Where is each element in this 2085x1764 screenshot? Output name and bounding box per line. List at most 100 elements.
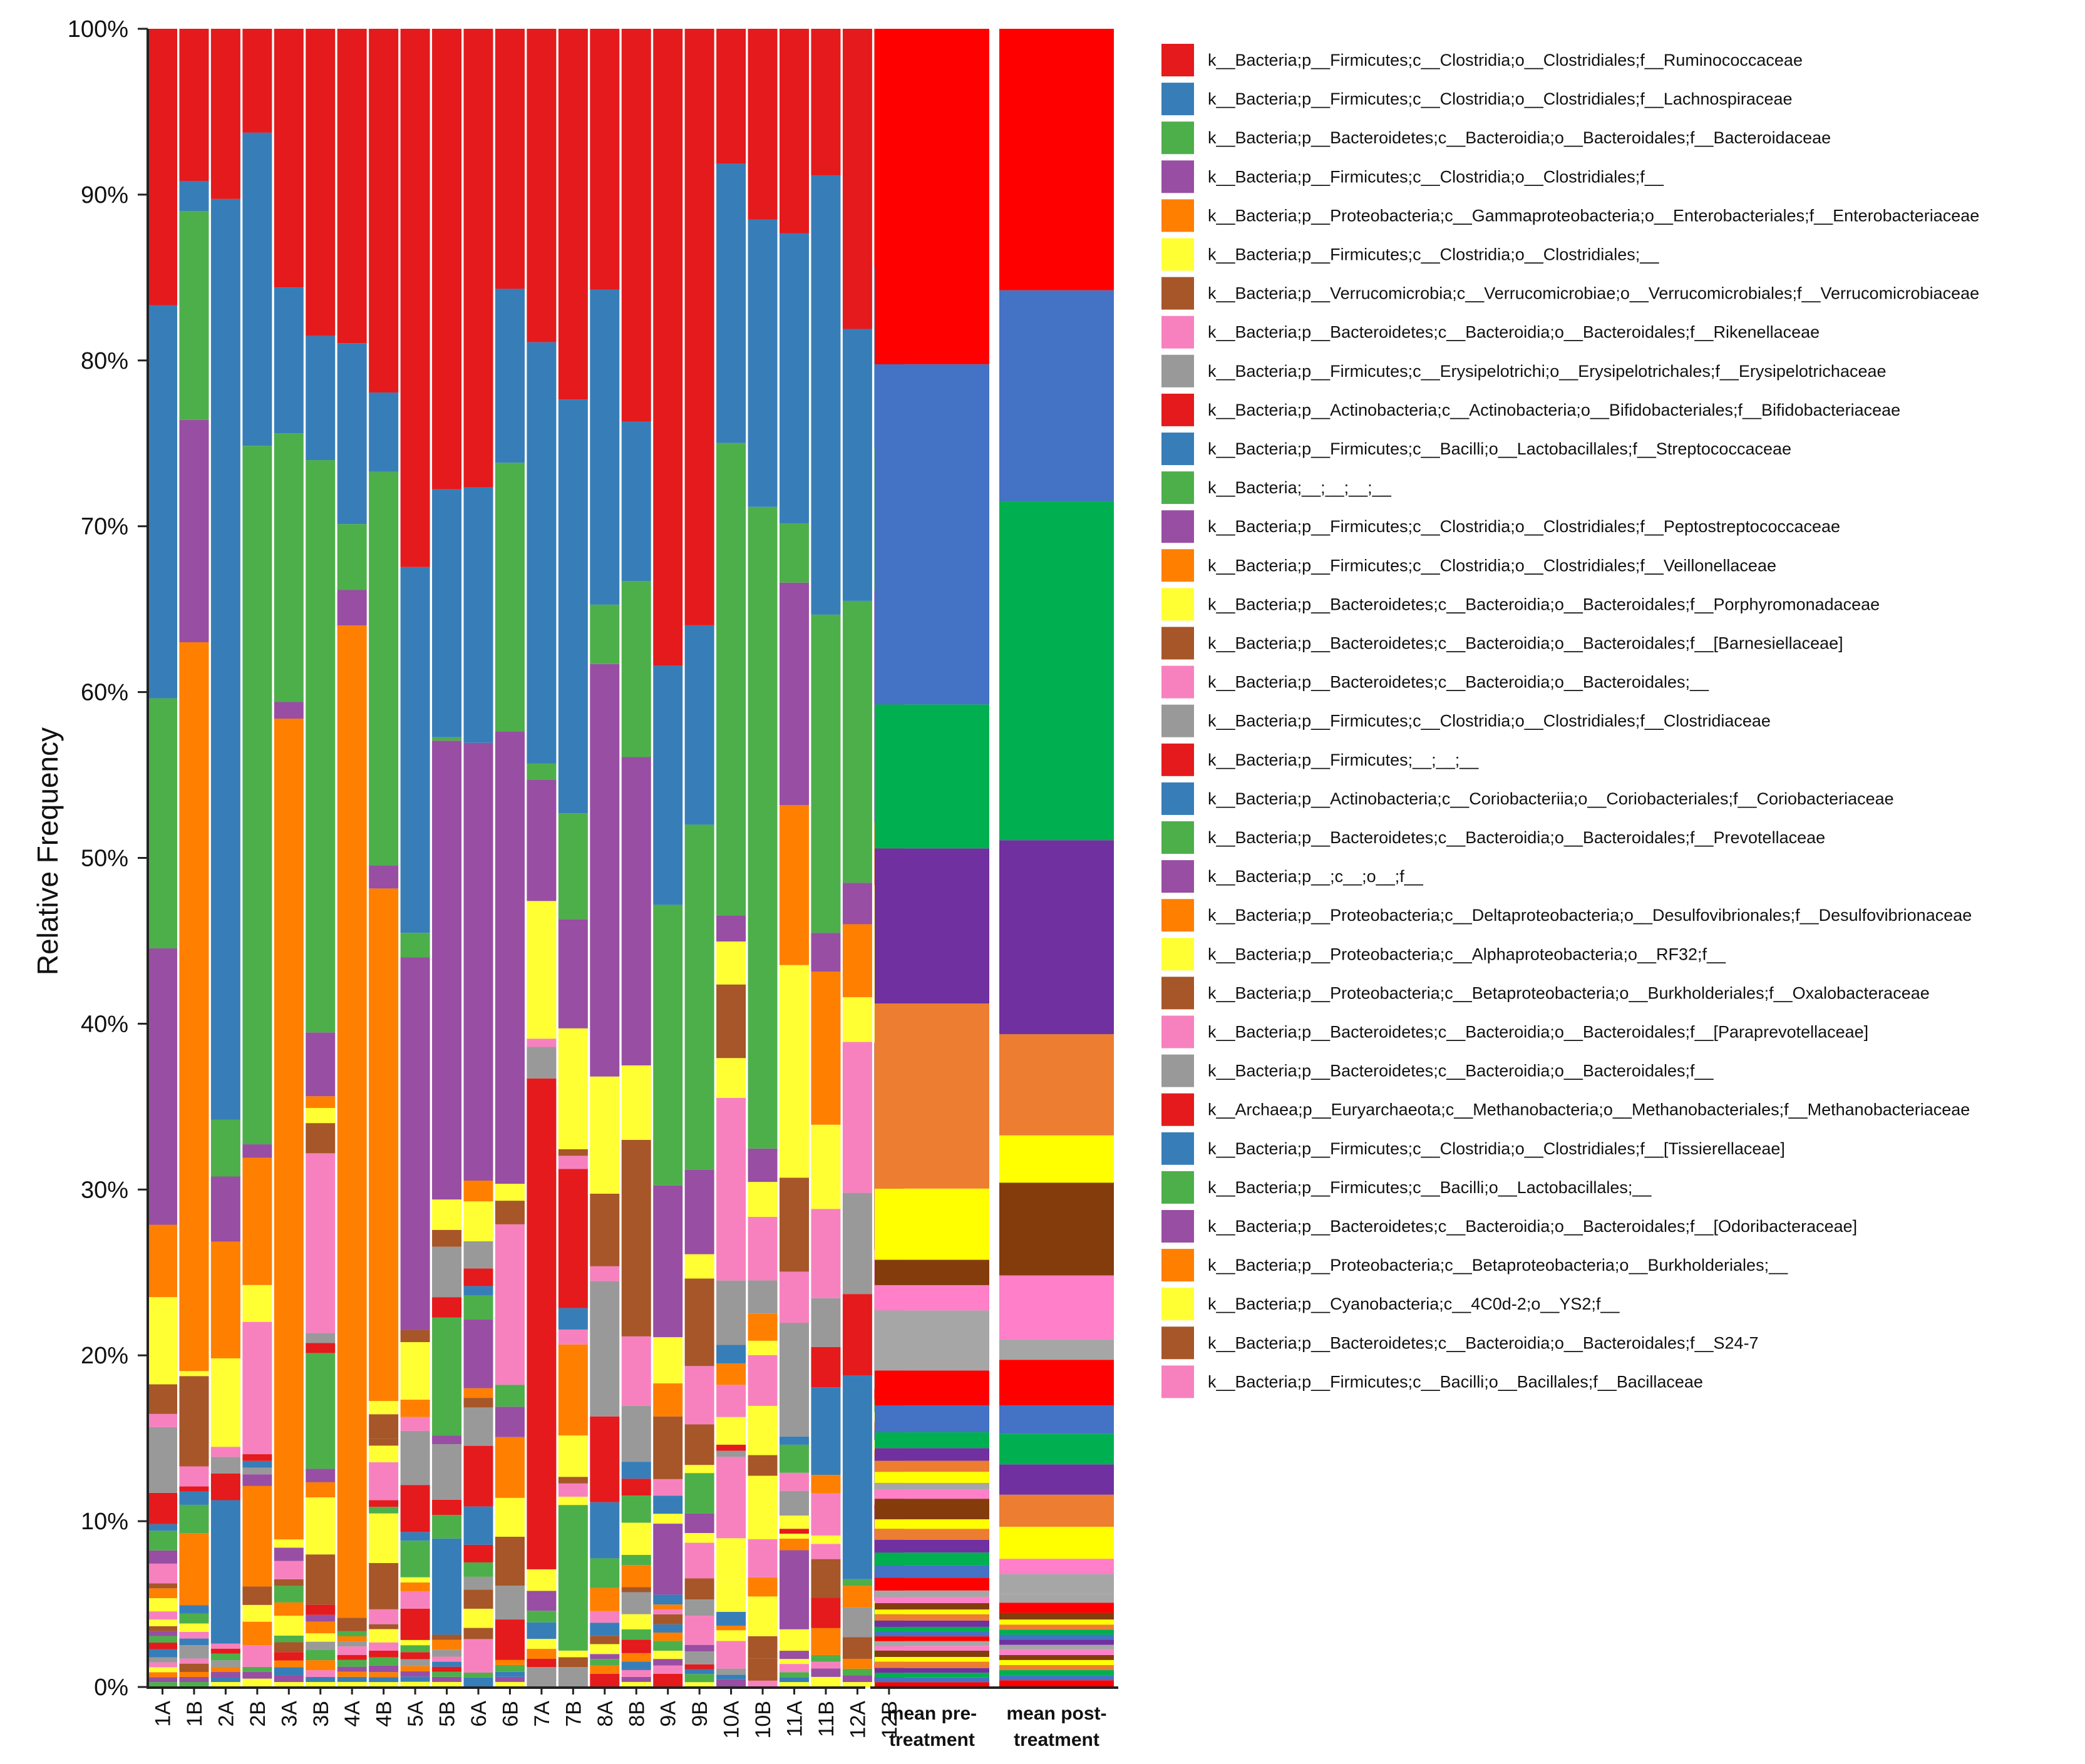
bar-segment	[999, 1526, 1114, 1559]
bar-segment	[684, 1651, 714, 1664]
x-tick-label: 9B	[688, 1701, 712, 1727]
bar-segment	[653, 1479, 683, 1496]
bar-segment	[495, 1536, 525, 1586]
bar-segment	[463, 1677, 493, 1687]
bar-segment	[463, 1286, 493, 1296]
bar-segment	[306, 1660, 336, 1671]
bar-segment	[590, 1076, 620, 1194]
bar-segment	[148, 1550, 177, 1564]
bar-segment	[842, 1042, 872, 1193]
bar-segment	[684, 824, 714, 1170]
bar-segment	[495, 1184, 525, 1201]
bar-segment	[463, 1320, 493, 1388]
bar-segment	[875, 1489, 989, 1499]
legend-item: k__Bacteria;p__Bacteroidetes;c__Bacteroi…	[1161, 1210, 1857, 1243]
bar-segment	[369, 1462, 399, 1500]
bar-segment	[653, 1673, 683, 1687]
bar-segment	[842, 1579, 872, 1586]
bar-segment	[148, 29, 177, 305]
y-axis-label: Relative Frequency	[31, 727, 64, 975]
legend-item: k__Bacteria;p__Firmicutes;c__Bacilli;o__…	[1161, 433, 1791, 465]
bar-segment	[875, 1432, 989, 1449]
bar-segment	[684, 1599, 714, 1616]
bar-segment	[495, 731, 525, 1184]
bar-segment	[495, 1437, 525, 1498]
bar-segment	[875, 704, 989, 849]
y-tick-label: 10%	[81, 1509, 128, 1535]
bar-segment	[558, 1192, 588, 1308]
bar-segment	[748, 1280, 778, 1314]
bar-segment	[210, 1119, 240, 1177]
bar-segment	[621, 1565, 651, 1587]
bar-segment	[999, 1182, 1114, 1276]
bar-segment	[780, 1534, 809, 1539]
bar-segment	[400, 1659, 430, 1666]
bar-segment	[780, 1436, 809, 1445]
bar-segment	[621, 1495, 651, 1523]
bar-segment	[527, 1667, 557, 1687]
bar-segment	[210, 1667, 240, 1673]
bar-segment	[179, 1486, 209, 1492]
bar-segment	[590, 1659, 620, 1666]
bar-segment	[527, 1569, 557, 1591]
bar-segment	[274, 1642, 304, 1653]
bar-segment	[306, 1096, 336, 1108]
legend-item: k__Bacteria;p__;c__;o__;f__	[1161, 860, 1424, 893]
bar-segment	[495, 1586, 525, 1620]
bar-segment	[179, 1376, 209, 1467]
y-tick-label: 100%	[68, 16, 128, 43]
bar-segment	[842, 1668, 872, 1676]
x-tick-label: 1A	[152, 1701, 175, 1727]
bar-segment	[653, 1594, 683, 1605]
bar-segment	[306, 1681, 336, 1687]
bar-segment	[527, 1047, 557, 1079]
bar-segment	[875, 1620, 989, 1627]
bar-segment	[179, 1671, 209, 1677]
bar-segment	[148, 1643, 177, 1649]
bar-segment	[306, 1614, 336, 1622]
bar-segment	[432, 1246, 462, 1298]
bar-segment	[875, 1310, 989, 1371]
bar-segment	[148, 948, 177, 1225]
legend-item: k__Bacteria;p__Actinobacteria;c__Actinob…	[1161, 393, 1900, 426]
legend-item: k__Bacteria;p__Firmicutes;c__Clostridia;…	[1161, 510, 1840, 543]
legend-swatch	[1161, 44, 1194, 76]
x-tick-label: 11A	[783, 1701, 807, 1737]
bar-segment	[527, 901, 557, 1039]
bar-segment	[748, 1596, 778, 1636]
bar-segment	[400, 1681, 430, 1687]
bar-segment	[148, 1682, 177, 1687]
bar-segment	[274, 1682, 304, 1687]
x-tick-label: 12B	[878, 1701, 902, 1739]
bar-segment	[842, 1192, 872, 1295]
bar-segment	[495, 1385, 525, 1407]
legend-label: k__Bacteria;p__Firmicutes;c__Clostridia;…	[1208, 90, 1793, 108]
bar-segment	[179, 1371, 209, 1377]
mean-bar-pre	[875, 29, 989, 1687]
bar-segment	[527, 1611, 557, 1623]
bar-segment	[463, 487, 493, 743]
bar-segment	[590, 1558, 620, 1588]
axes	[147, 29, 1118, 1689]
bar-segment	[558, 1344, 588, 1436]
bar-segment	[400, 1591, 430, 1609]
legend-swatch	[1161, 1015, 1194, 1049]
x-tick-label: 7A	[530, 1701, 554, 1727]
bar-segment	[400, 1639, 430, 1646]
bar-segment	[369, 1513, 399, 1563]
bar-segment	[684, 1513, 714, 1534]
bar-segment	[463, 1201, 493, 1241]
legend-item: k__Bacteria;p__Bacteroidetes;c__Bacteroi…	[1161, 1054, 1714, 1087]
bar-6A	[463, 29, 493, 1687]
bar-segment	[842, 1294, 872, 1375]
bar-segment	[337, 524, 367, 590]
bar-segment	[875, 1590, 989, 1597]
bar-segment	[811, 1387, 841, 1475]
bar-segment	[999, 1654, 1114, 1660]
bar-segment	[684, 1424, 714, 1465]
bar-segment	[558, 919, 588, 1028]
legend-swatch	[1161, 471, 1194, 505]
legend-item: k__Bacteria;p__Bacteroidetes;c__Bacteroi…	[1161, 315, 1820, 349]
bar-segment	[748, 1216, 778, 1281]
